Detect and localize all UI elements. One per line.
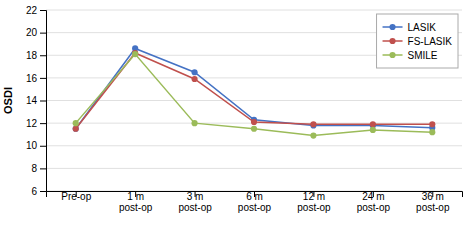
- legend-label: SMILE: [408, 50, 438, 61]
- y-tick-mark: [40, 55, 46, 56]
- grid-line: [46, 168, 462, 169]
- series-marker: [251, 126, 257, 132]
- series-marker: [310, 132, 316, 138]
- series-marker: [370, 127, 376, 133]
- y-tick-mark: [40, 101, 46, 102]
- y-tick-mark: [40, 146, 46, 147]
- x-tick-label: 24 mpost-op: [357, 191, 391, 213]
- legend-frame: [377, 14, 458, 68]
- y-tick: 10: [26, 140, 46, 151]
- legend-marker: [389, 38, 395, 44]
- x-tick-label-line: post-op: [119, 202, 153, 213]
- x-tick-label-line: post-op: [178, 202, 212, 213]
- series-marker: [191, 120, 197, 126]
- grid: [46, 10, 462, 191]
- y-tick: 12: [26, 118, 46, 129]
- x-tick-label-line: Pre-op: [61, 191, 91, 202]
- x-tick: Pre-op: [61, 191, 91, 202]
- legend-item: FS-LASIK: [383, 36, 453, 47]
- y-tick-mark: [40, 33, 46, 34]
- y-tick-label: 14: [26, 95, 38, 106]
- series-marker: [429, 121, 435, 127]
- series-marker: [73, 126, 79, 132]
- series-marker: [251, 119, 257, 125]
- series-marker: [191, 76, 197, 82]
- x-tick-label-line: 3 m: [187, 191, 204, 202]
- y-tick: 18: [26, 50, 46, 61]
- x-tick-label: 1 mpost-op: [119, 191, 153, 213]
- y-axis-title: OSDI: [2, 87, 14, 114]
- y-tick-label: 22: [26, 5, 38, 16]
- series-marker: [73, 126, 79, 132]
- y-tick: 8: [31, 163, 46, 174]
- series-marker: [429, 129, 435, 135]
- series-marker: [310, 121, 316, 127]
- y-tick: 22: [26, 5, 46, 16]
- y-tick-label: 6: [31, 186, 37, 197]
- y-tick-mark: [40, 10, 46, 11]
- x-tick-label: 36 mpost-op: [416, 191, 450, 213]
- x-tick: 6 mpost-op: [238, 191, 272, 213]
- grid-line: [46, 77, 462, 78]
- y-tick-mark: [40, 168, 46, 169]
- y-tick-label: 18: [26, 50, 38, 61]
- legend: LASIK FS-LASIK SMILE: [377, 14, 458, 68]
- x-tick-label-line: 1 m: [127, 191, 144, 202]
- x-tick: 24 mpost-op: [357, 191, 391, 213]
- legend-label: LASIK: [408, 22, 437, 33]
- x-tick-label-line: 6 m: [246, 191, 263, 202]
- series-marker: [370, 121, 376, 127]
- x-tick: 1 mpost-op: [119, 191, 153, 213]
- y-tick-label: 12: [26, 118, 38, 129]
- x-tick: 36 mpost-op: [416, 191, 450, 213]
- y-tick-mark: [40, 191, 46, 192]
- x-tick-label-line: 12 m: [303, 191, 325, 202]
- legend-marker: [389, 24, 395, 30]
- legend-marker: [389, 52, 395, 58]
- x-tick-label-line: post-op: [416, 202, 450, 213]
- y-tick: 14: [26, 95, 46, 106]
- x-tick: 3 mpost-op: [178, 191, 212, 213]
- grid-line: [46, 55, 462, 56]
- x-tick-label-line: post-op: [238, 202, 272, 213]
- grid-line: [46, 100, 462, 101]
- grid-line: [46, 10, 462, 11]
- x-tick-label: 12 mpost-op: [297, 191, 331, 213]
- y-tick: 6: [31, 186, 46, 197]
- series-marker: [191, 69, 197, 75]
- x-tick-label-line: 36 m: [422, 191, 444, 202]
- y-tick-label: 10: [26, 140, 38, 151]
- legend-item: LASIK: [383, 22, 437, 33]
- y-tick-label: 16: [26, 73, 38, 84]
- y-tick-mark: [40, 123, 46, 124]
- plot: Pre-op1 mpost-op3 mpost-op6 mpost-op12 m…: [2, 5, 463, 213]
- y-tick-label: 8: [31, 163, 37, 174]
- x-tick-label: Pre-op: [61, 191, 91, 202]
- y-tick-label: 20: [26, 27, 38, 38]
- x-tick-label: 6 mpost-op: [238, 191, 272, 213]
- x-tick-label-line: 24 m: [362, 191, 384, 202]
- y-tick: 20: [26, 27, 46, 38]
- x-tick-label: 3 mpost-op: [178, 191, 212, 213]
- y-axis: 6 8 10 12 14 16 18 20 22: [26, 5, 47, 197]
- series-marker: [73, 120, 79, 126]
- y-tick-mark: [40, 78, 46, 79]
- y-axis-line: [40, 11, 47, 192]
- x-tick-label-line: post-op: [357, 202, 391, 213]
- x-tick: 12 mpost-op: [297, 191, 331, 213]
- x-axis: Pre-op1 mpost-op3 mpost-op6 mpost-op12 m…: [47, 191, 463, 213]
- chart: Pre-op1 mpost-op3 mpost-op6 mpost-op12 m…: [0, 0, 474, 227]
- legend-label: FS-LASIK: [408, 36, 453, 47]
- x-tick-label-line: post-op: [297, 202, 331, 213]
- legend-item: SMILE: [383, 50, 438, 61]
- grid-line: [46, 145, 462, 146]
- y-tick: 16: [26, 73, 46, 84]
- series-marker: [132, 51, 138, 57]
